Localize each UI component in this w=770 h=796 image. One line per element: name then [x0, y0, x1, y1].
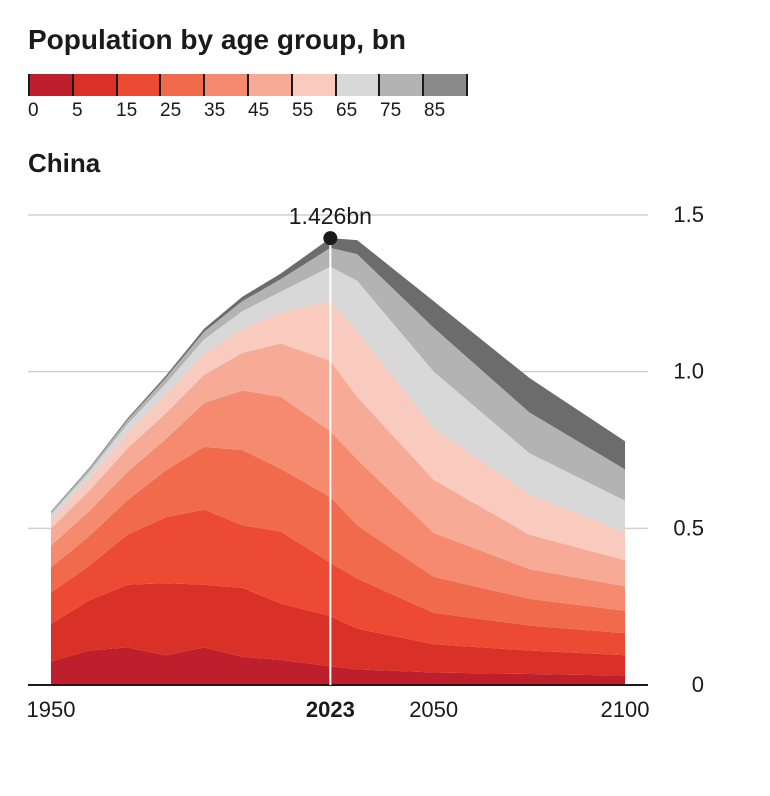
- legend-tick: 65: [336, 100, 380, 122]
- legend-tick: 35: [204, 100, 248, 122]
- chart: 1.426bn 0 0.5 1.0 1.5 1950 2023 2050 2100: [28, 185, 742, 745]
- legend-tick: 15: [116, 100, 160, 122]
- callout-label: 1.426bn: [289, 203, 372, 229]
- legend-tick: 25: [160, 100, 204, 122]
- x-tick-label: 2050: [409, 697, 458, 722]
- legend-tick: 55: [292, 100, 336, 122]
- legend-tick: 0: [28, 100, 72, 122]
- legend-swatch: [116, 74, 160, 96]
- chart-subtitle: China: [28, 148, 742, 179]
- y-tick-label: 1.0: [673, 359, 704, 384]
- legend-swatch: [422, 74, 468, 96]
- y-tick-label: 1.5: [673, 202, 704, 227]
- legend-bar: [28, 74, 468, 96]
- legend-swatch: [28, 74, 72, 96]
- x-tick-label: 1950: [28, 697, 75, 722]
- page-title: Population by age group, bn: [28, 24, 742, 56]
- x-tick-label: 2100: [601, 697, 650, 722]
- legend: 051525354555657585: [28, 74, 742, 122]
- callout-dot: [323, 231, 337, 245]
- legend-swatch: [247, 74, 291, 96]
- legend-tick: 75: [380, 100, 424, 122]
- legend-swatch: [378, 74, 422, 96]
- legend-ticks: 051525354555657585: [28, 100, 468, 122]
- legend-swatch: [159, 74, 203, 96]
- y-tick-label: 0: [692, 672, 704, 697]
- legend-tick: 45: [248, 100, 292, 122]
- legend-swatch: [72, 74, 116, 96]
- legend-swatch: [291, 74, 335, 96]
- legend-swatch: [203, 74, 247, 96]
- chart-svg: 1.426bn 0 0.5 1.0 1.5 1950 2023 2050 2100: [28, 185, 742, 745]
- x-tick-label: 2023: [306, 697, 355, 722]
- legend-swatch: [335, 74, 379, 96]
- legend-tick: 85: [424, 100, 468, 122]
- legend-tick: 5: [72, 100, 116, 122]
- y-tick-label: 0.5: [673, 515, 704, 540]
